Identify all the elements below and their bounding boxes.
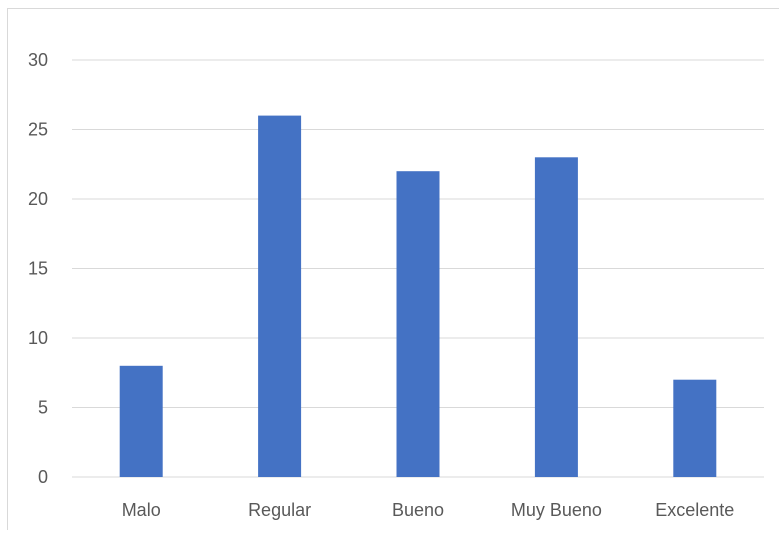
bar-excelente — [673, 379, 717, 477]
bar-muy-bueno — [534, 157, 578, 478]
y-tick-label: 15 — [28, 259, 48, 279]
y-tick-label: 5 — [38, 398, 48, 418]
bar-malo — [119, 365, 163, 477]
x-tick-label: Bueno — [392, 500, 444, 520]
y-tick-label: 25 — [28, 120, 48, 140]
y-tick-label: 20 — [28, 189, 48, 209]
y-tick-label: 10 — [28, 328, 48, 348]
y-tick-label: 30 — [28, 50, 48, 70]
x-axis-tick-labels: Malo Regular Bueno Muy Bueno Excelente — [122, 500, 735, 520]
bar-bueno — [396, 171, 440, 477]
x-tick-label: Malo — [122, 500, 161, 520]
y-tick-label: 0 — [38, 467, 48, 487]
y-axis-tick-labels: 0 5 10 15 20 25 30 — [28, 50, 48, 487]
bar-regular — [258, 115, 302, 477]
x-tick-label: Regular — [248, 500, 311, 520]
x-tick-label: Excelente — [655, 500, 734, 520]
bars — [119, 115, 717, 478]
x-tick-label: Muy Bueno — [511, 500, 602, 520]
